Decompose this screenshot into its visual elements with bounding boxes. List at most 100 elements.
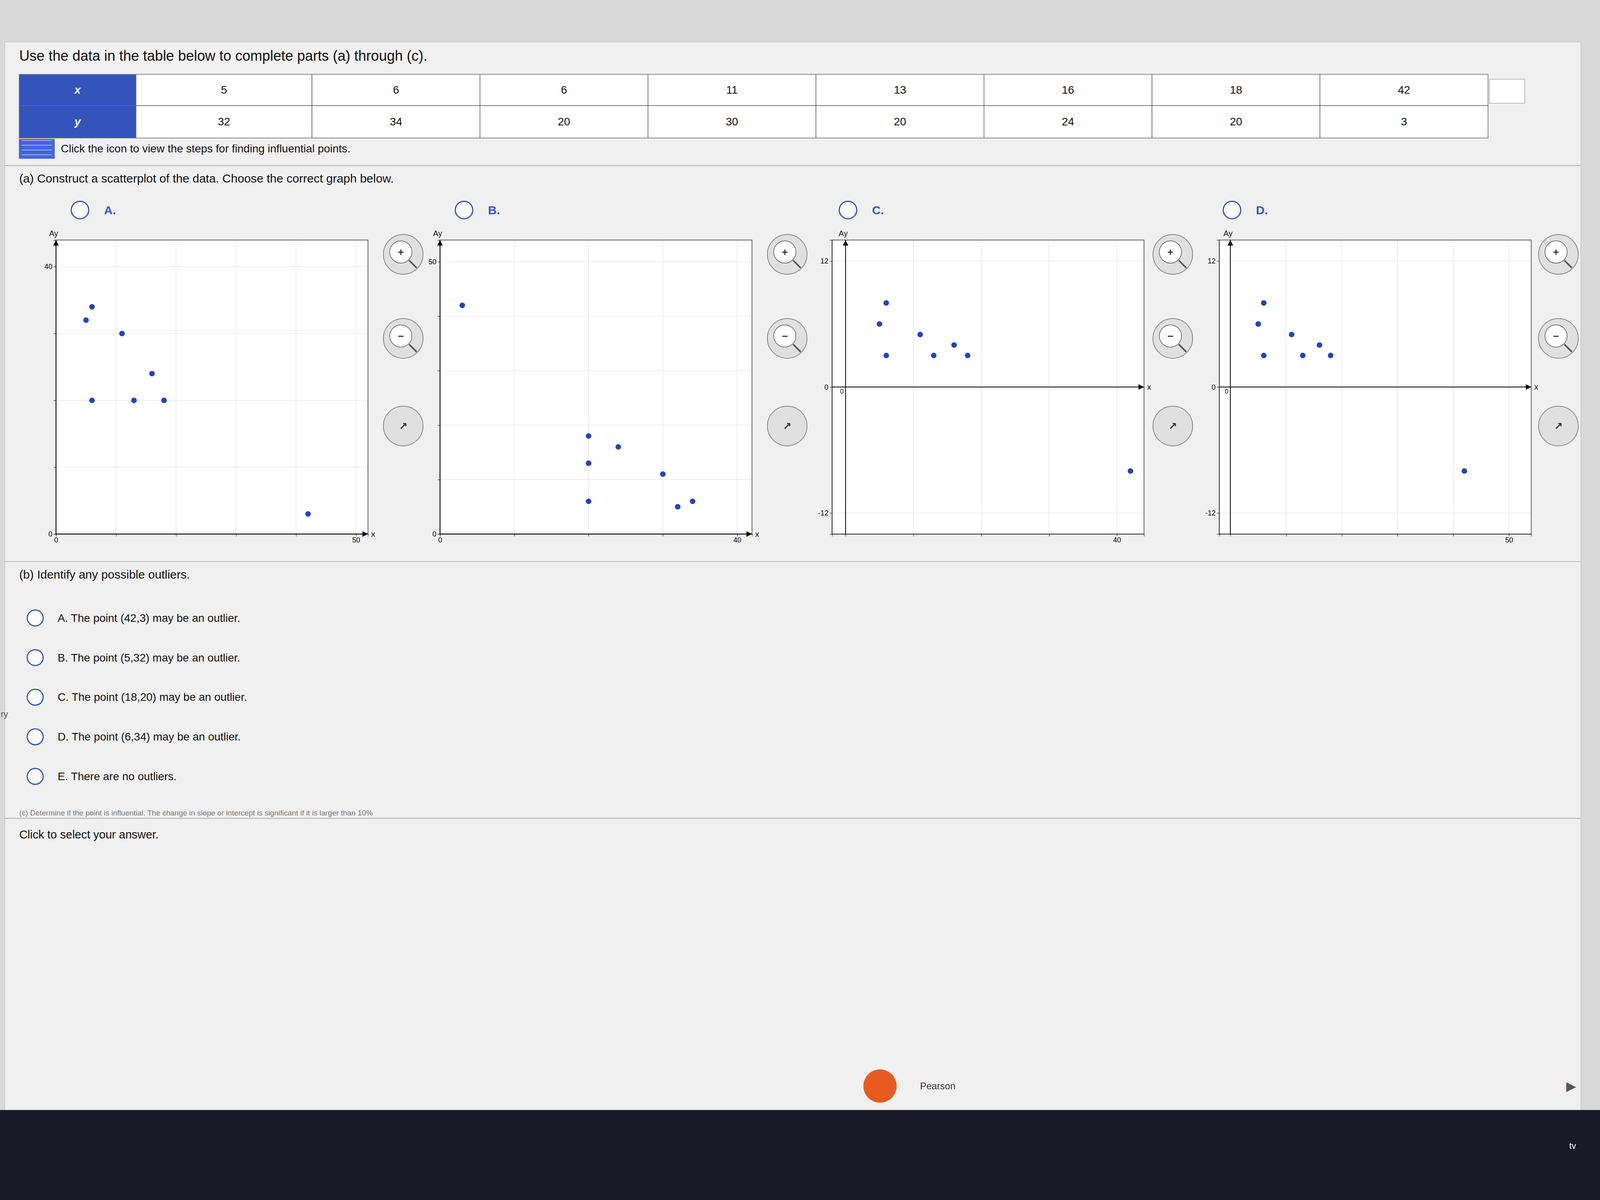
magnifier-glass — [1544, 240, 1568, 264]
scatter-plot: 050040xAy — [44, 228, 375, 545]
scatter-point — [585, 460, 592, 466]
y-tick — [437, 316, 441, 317]
table-cell — [1319, 74, 1488, 106]
scatter-point — [89, 397, 95, 404]
option-radio[interactable] — [27, 768, 44, 785]
y-tick-label: 0 — [48, 530, 53, 539]
steps-icon-line — [21, 140, 52, 141]
scatter-point — [1261, 300, 1267, 306]
resize-button[interactable] — [1152, 406, 1193, 447]
x-tick — [662, 534, 664, 537]
x-axis-line — [1219, 534, 1532, 537]
click-text: Click to select your answer. — [19, 828, 159, 841]
table-value: 42 — [1398, 83, 1411, 97]
scatter-point — [883, 352, 889, 359]
zoom-in-button[interactable] — [383, 234, 424, 275]
scatter-point — [615, 444, 622, 450]
y-axis: 0 40 — [44, 240, 57, 539]
option-text[interactable]: A. The point (42,3) may be an outlier. — [57, 611, 241, 625]
zoom-out-button[interactable] — [767, 318, 808, 359]
plot-frame — [440, 240, 752, 535]
y-tick-mark — [53, 534, 56, 535]
y-grid-line — [440, 370, 752, 372]
zoom-in-button[interactable] — [1538, 234, 1579, 275]
x-tick-label: 0 — [54, 536, 59, 545]
option-text[interactable]: B. The point (5,32) may be an outlier. — [57, 651, 241, 664]
y-tick-label: 0 — [1211, 383, 1216, 392]
option-text[interactable]: E. There are no outliers. — [57, 770, 177, 783]
table-cell — [311, 74, 480, 106]
table-cell — [984, 74, 1152, 106]
plot-background — [440, 240, 752, 535]
zoom-out-button[interactable] — [383, 318, 424, 359]
magnifier-glass — [773, 325, 797, 348]
resize-button[interactable] — [767, 406, 808, 447]
x-grid-line — [845, 240, 846, 535]
y-tick: -12 — [818, 509, 833, 518]
x-tick-mark — [296, 534, 297, 537]
zoom-out-button[interactable] — [1538, 318, 1579, 359]
table-cell — [480, 105, 649, 139]
y-grid-line — [55, 266, 368, 268]
y-grid-line — [55, 467, 368, 468]
y-grid-line — [1219, 386, 1531, 388]
y-tick-label: 12 — [820, 257, 829, 266]
graph-radio[interactable] — [839, 201, 857, 219]
steps-icon[interactable] — [19, 139, 55, 159]
x-tick — [1341, 534, 1343, 537]
resize-button[interactable] — [1538, 406, 1579, 447]
divider — [4, 817, 1581, 819]
x-tick: 40 — [1113, 534, 1122, 545]
zoom-in-button[interactable] — [767, 234, 808, 275]
x-tick-mark — [981, 534, 982, 537]
option-radio[interactable] — [27, 609, 44, 626]
graph-radio[interactable] — [71, 201, 89, 219]
logo-mark — [863, 1069, 897, 1103]
x-axis-label: x — [371, 529, 375, 539]
x-tick-label: 40 — [733, 536, 742, 545]
background — [0, 0, 1600, 1200]
x-tick — [1230, 534, 1231, 537]
graph-radio[interactable] — [455, 201, 473, 219]
x-axis: 40 — [832, 534, 1145, 545]
x-tick — [845, 534, 847, 537]
table-cell — [1319, 105, 1488, 139]
steps-icon-line — [21, 154, 52, 156]
y-grid-line — [440, 479, 752, 480]
x-tick-mark — [588, 534, 589, 537]
scatter-point — [585, 433, 592, 439]
y-zero-line — [1229, 240, 1231, 535]
x-tick — [1397, 534, 1399, 537]
option-text[interactable]: D. The point (6,34) may be an outlier. — [57, 730, 241, 743]
y-grid-line — [832, 512, 1145, 514]
x-tick-mark — [176, 534, 177, 537]
copy-table-icon[interactable] — [1489, 79, 1525, 104]
title: Use the data in the table below to compl… — [19, 47, 428, 64]
y-tick-mark — [53, 333, 56, 335]
option-text[interactable]: C. The point (18,20) may be an outlier. — [57, 690, 247, 704]
option-radio[interactable] — [27, 649, 44, 666]
resize-button[interactable] — [383, 406, 424, 447]
option-radio[interactable] — [27, 728, 44, 745]
option-radio[interactable] — [27, 689, 44, 706]
x-axis-line — [440, 534, 752, 537]
graph-radio[interactable] — [1223, 201, 1241, 219]
x-tick-mark — [1049, 534, 1050, 537]
zoom-out-button[interactable] — [1152, 318, 1193, 359]
table-cell — [1151, 105, 1320, 139]
y-grid-line — [832, 386, 1145, 388]
magnifier-glass — [1159, 325, 1182, 348]
scatter-plot: 50-12012xAy0 — [1205, 228, 1539, 545]
scatter-point — [917, 331, 924, 338]
y-tick-label: -12 — [818, 509, 829, 518]
scatter-point — [964, 352, 971, 359]
table-header: x — [73, 83, 82, 97]
next-button[interactable]: ▶ — [1566, 1078, 1577, 1094]
y-tick-mark — [437, 534, 441, 535]
y-tick-label: 40 — [44, 262, 53, 271]
zoom-in-button[interactable] — [1152, 234, 1193, 275]
x-tick — [296, 534, 297, 537]
x-tick-mark — [845, 534, 847, 537]
x-tick — [176, 534, 177, 537]
y-zero-line — [845, 240, 847, 535]
